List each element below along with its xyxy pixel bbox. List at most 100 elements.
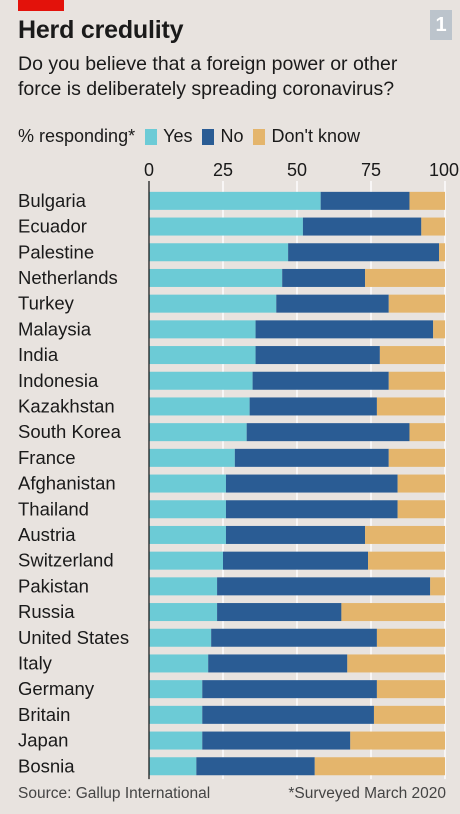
category-label: Palestine	[18, 241, 94, 262]
bar-segment-yes	[149, 551, 223, 570]
figure-number-badge: 1	[430, 10, 452, 40]
bar-segment-no	[217, 577, 431, 596]
bar-segment-don-t-know	[350, 731, 445, 750]
bar-segment-yes	[149, 680, 203, 699]
bar-segment-no	[225, 474, 398, 493]
category-label: Ecuador	[18, 216, 87, 237]
bar-segment-no	[225, 525, 366, 544]
bar-segment-no	[196, 757, 315, 776]
category-label: Bosnia	[18, 755, 75, 776]
chart-title: Herd credulity	[18, 16, 184, 44]
category-label: France	[18, 447, 76, 468]
category-label: Kazakhstan	[18, 395, 115, 416]
bar-segment-don-t-know	[397, 474, 445, 493]
bar-segment-don-t-know	[341, 603, 445, 622]
bar-segment-no	[202, 680, 377, 699]
category-label: Indonesia	[18, 370, 99, 391]
bar-segment-don-t-know	[373, 705, 445, 724]
bar-segment-don-t-know	[365, 525, 445, 544]
bar-segment-yes	[149, 757, 197, 776]
legend-label: % responding*	[18, 126, 136, 146]
bar-segment-don-t-know	[421, 217, 445, 236]
bar-segment-don-t-know	[397, 500, 445, 519]
legend-item-no: No	[220, 126, 244, 146]
x-tick-label: 50	[287, 160, 307, 180]
bar-segment-don-t-know	[409, 423, 445, 442]
category-label: Thailand	[18, 498, 89, 519]
bar-segment-don-t-know	[379, 346, 445, 365]
bar-segment-no	[282, 268, 366, 287]
category-label: Switzerland	[18, 550, 114, 571]
bar-segment-yes	[149, 371, 253, 390]
bar-segment-yes	[149, 320, 256, 339]
bar-segment-no	[223, 551, 369, 570]
category-label: India	[18, 344, 59, 365]
source-note: Source: Gallup International	[18, 785, 211, 802]
bar-segment-no	[249, 397, 377, 416]
bar-segment-yes	[149, 294, 277, 313]
bar-segment-yes	[149, 628, 212, 647]
x-tick-label: 25	[213, 160, 233, 180]
bar-segment-don-t-know	[439, 243, 445, 262]
bar-segment-don-t-know	[314, 757, 445, 776]
bar-segment-yes	[149, 268, 283, 287]
category-label: Germany	[18, 678, 95, 699]
category-label: Britain	[18, 704, 70, 725]
bar-segment-don-t-know	[388, 371, 445, 390]
bar-segment-no	[211, 628, 377, 647]
bar-segment-yes	[149, 500, 226, 519]
legend-swatch-no	[202, 128, 215, 145]
bar-segment-no	[217, 603, 342, 622]
legend-item-yes: Yes	[163, 126, 193, 146]
bar-segment-no	[208, 654, 348, 673]
bar-segment-yes	[149, 654, 209, 673]
bar-segment-no	[202, 705, 374, 724]
legend-swatch-dont-know	[253, 128, 266, 145]
bar-segment-don-t-know	[347, 654, 445, 673]
bar-segment-no	[320, 191, 410, 210]
legend-swatch-yes	[145, 128, 158, 145]
category-label: Pakistan	[18, 575, 89, 596]
x-tick-label: 0	[144, 160, 154, 180]
chart-subtitle: Do you believe that a foreign power or o…	[18, 53, 398, 100]
bar-segment-yes	[149, 397, 250, 416]
bar-segment-yes	[149, 603, 218, 622]
x-tick-label: 100	[429, 160, 459, 180]
survey-note: *Surveyed March 2020	[288, 785, 446, 802]
bar-segment-don-t-know	[430, 577, 445, 596]
category-label: Malaysia	[18, 318, 92, 339]
category-label: Italy	[18, 652, 53, 673]
bar-segment-yes	[149, 474, 226, 493]
category-label: Russia	[18, 601, 75, 622]
bar-segment-yes	[149, 423, 247, 442]
bar-segment-yes	[149, 731, 203, 750]
bar-segment-yes	[149, 217, 303, 236]
bar-segment-yes	[149, 346, 256, 365]
bar-segment-yes	[149, 243, 289, 262]
bar-segment-no	[225, 500, 398, 519]
category-label: Japan	[18, 730, 68, 751]
category-label: United States	[18, 627, 129, 648]
legend: % responding* Yes No Don't know	[18, 126, 360, 147]
bar-segment-don-t-know	[376, 628, 445, 647]
bar-segment-no	[302, 217, 422, 236]
bar-segment-don-t-know	[433, 320, 445, 339]
bar-segment-no	[246, 423, 410, 442]
legend-item-dont-know: Don't know	[271, 126, 360, 146]
bar-segment-don-t-know	[388, 448, 445, 467]
stacked-bar-chart: 0 25 50 75 100 Bulgaria Ecuador Palestine Nether…	[18, 160, 459, 780]
bar-segment-don-t-know	[409, 191, 445, 210]
bar-segment-no	[202, 731, 351, 750]
bar-segment-yes	[149, 448, 235, 467]
bar-segment-yes	[149, 191, 321, 210]
bar-segment-don-t-know	[365, 268, 445, 287]
bar-segment-yes	[149, 525, 226, 544]
category-label: Bulgaria	[18, 190, 87, 211]
bar-segment-don-t-know	[388, 294, 445, 313]
category-label: Turkey	[18, 293, 75, 314]
bar-segment-no	[252, 371, 389, 390]
bar-segment-no	[234, 448, 389, 467]
bar-segment-don-t-know	[376, 397, 445, 416]
bar-segment-no	[255, 346, 380, 365]
bar-segment-no	[255, 320, 434, 339]
